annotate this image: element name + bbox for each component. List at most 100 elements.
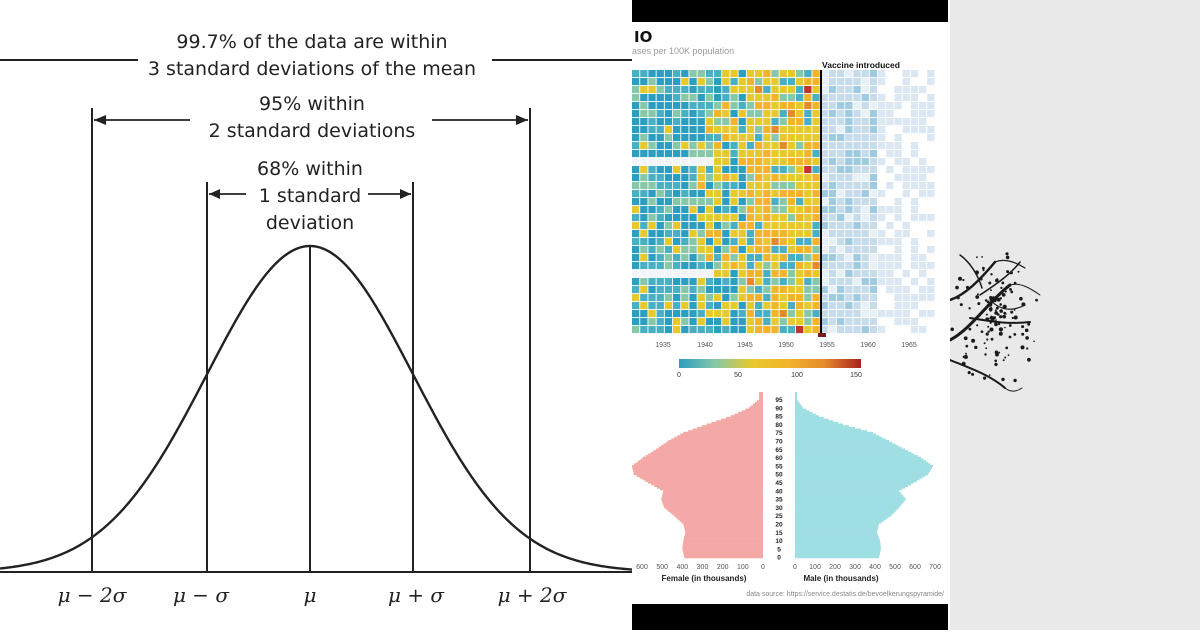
heatmap-cell [746, 126, 755, 134]
heatmap-cell [820, 326, 828, 334]
heatmap-cell [828, 318, 837, 326]
heatmap-cell [828, 190, 837, 198]
female-bar [666, 508, 763, 511]
heatmap-cell [722, 94, 730, 102]
heatmap-cell [681, 190, 689, 198]
age-tick-label: 45 [775, 480, 783, 487]
male-bar [795, 471, 929, 474]
heatmap-cell [779, 222, 787, 230]
female-x-tick: 0 [761, 564, 765, 571]
heatmap-cell [853, 126, 861, 134]
age-tick-label: 30 [775, 505, 783, 512]
heatmap-cell [681, 286, 689, 294]
heatmap-cell [697, 134, 705, 142]
female-bar [654, 485, 763, 487]
heatmap-cell [910, 302, 919, 310]
male-bar [795, 438, 886, 441]
heatmap-cell [779, 158, 787, 166]
male-bar [795, 392, 797, 394]
male-bar [795, 553, 880, 555]
heatmap-cell [820, 102, 828, 110]
heatmap-cell [861, 294, 869, 302]
male-bar [795, 440, 889, 443]
female-bar [674, 436, 763, 439]
leaf-dot [1011, 316, 1014, 320]
leaf-dot [992, 298, 997, 303]
heatmap-cell [919, 270, 927, 278]
heatmap-cell [804, 326, 812, 334]
heatmap-cell [828, 230, 837, 238]
leaf-dot [975, 295, 980, 299]
heatmap-cell [828, 198, 837, 206]
leaf-dot [1026, 347, 1029, 350]
heatmap-cell [640, 294, 648, 302]
heatmap-cell [730, 190, 738, 198]
leaf-dot [1008, 335, 1012, 339]
heatmap-cell [656, 134, 664, 142]
heatmap-cell [828, 214, 837, 222]
heatmap-cell [640, 174, 648, 182]
heatmap-cell [779, 246, 787, 254]
heatmap-cell [886, 182, 894, 190]
age-tick-label: 25 [775, 513, 783, 520]
female-bar [680, 433, 763, 436]
heatmap-cell [664, 126, 673, 134]
leaf-dot [990, 318, 994, 321]
female-bar [683, 523, 763, 526]
heatmap-cell [828, 158, 837, 166]
male-bar [795, 539, 880, 542]
heatmap-cell [779, 230, 787, 238]
heatmap-cell [705, 94, 714, 102]
female-bar [748, 406, 763, 409]
male-bar [795, 413, 816, 416]
heatmap-cell [861, 150, 869, 158]
heatmap-cell [722, 102, 730, 110]
heatmap-cell [664, 302, 673, 310]
male-bar [795, 445, 899, 448]
legend-tick: 0 [677, 372, 681, 379]
heatmap-cell [927, 230, 935, 238]
heatmap-cell [878, 254, 886, 262]
heatmap-cell [869, 142, 878, 150]
male-bar [795, 393, 797, 396]
male-bar [795, 468, 931, 471]
female-bar [677, 518, 763, 521]
male-bar [795, 465, 933, 467]
heatmap-cell [632, 278, 640, 286]
heatmap-cell [845, 278, 853, 286]
heatmap-cell [787, 78, 796, 86]
heatmap-cell [796, 102, 804, 110]
heatmap-cell [869, 110, 878, 118]
age-tick-label: 80 [775, 422, 783, 429]
heatmap-cell [640, 310, 648, 318]
heatmap-cell [722, 302, 730, 310]
heatmap-cell [705, 246, 714, 254]
heatmap-cell [894, 310, 902, 318]
heatmap-cell [853, 182, 861, 190]
heatmap-cell [738, 270, 746, 278]
heatmap-cell [820, 126, 828, 134]
female-bar [640, 458, 763, 461]
heatmap-cell [804, 214, 812, 222]
heatmap-cell [689, 310, 697, 318]
heatmap-cell [705, 262, 714, 270]
heatmap-cell [697, 86, 705, 94]
heatmap-cell [861, 166, 869, 174]
heatmap-cell [714, 278, 722, 286]
male-axis-label: Male (in thousands) [803, 574, 878, 583]
heatmap-cell [664, 110, 673, 118]
heatmap-cell [640, 286, 648, 294]
heatmap-cell [673, 166, 681, 174]
leaf-dot [1013, 281, 1017, 285]
heatmap-cell [730, 126, 738, 134]
male-bar [795, 499, 905, 502]
heatmap-cell [878, 270, 886, 278]
heatmap-cell [771, 158, 779, 166]
heatmap-cell [640, 94, 648, 102]
heatmap-cell [730, 230, 738, 238]
heatmap-cell [869, 134, 878, 142]
heatmap-cell [664, 310, 673, 318]
heatmap-cell [837, 230, 845, 238]
heatmap-cell [796, 86, 804, 94]
heatmap-cell [902, 318, 910, 326]
